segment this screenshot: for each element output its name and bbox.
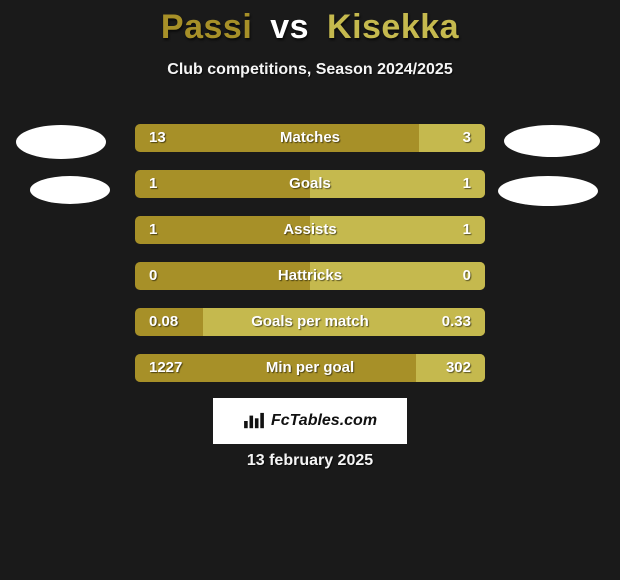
brand-text: FcTables.com (271, 412, 377, 430)
player2-club-placeholder (498, 176, 598, 206)
player1-club-placeholder (30, 176, 110, 204)
player1-avatar-placeholder (16, 125, 106, 159)
player2-name: Kisekka (327, 8, 459, 46)
stat-row: Min per goal1227 302 (135, 354, 485, 382)
stat-value-right: 302 (446, 354, 471, 382)
bar-chart-icon (243, 412, 265, 430)
stat-value-right: 1 (463, 170, 471, 198)
brand-badge: FcTables.com (213, 398, 407, 444)
snapshot-date: 13 february 2025 (0, 452, 620, 470)
stat-value-right: 0.33 (442, 308, 471, 336)
player2-avatar-placeholder (504, 125, 600, 157)
stat-row: Assists1 1 (135, 216, 485, 244)
stat-value-right: 0 (463, 262, 471, 290)
comparison-title: Passi vs Kisekka (0, 0, 620, 47)
stat-row: Hattricks0 0 (135, 262, 485, 290)
stat-value-left: 13 (149, 124, 166, 152)
player1-name: Passi (161, 8, 252, 46)
subtitle: Club competitions, Season 2024/2025 (0, 61, 620, 79)
vs-separator: vs (270, 8, 309, 46)
stat-label: Min per goal (135, 354, 485, 382)
stat-row: Goals per match0.08 0.33 (135, 308, 485, 336)
stat-value-right: 3 (463, 124, 471, 152)
stat-label: Goals (135, 170, 485, 198)
stat-value-left: 1 (149, 170, 157, 198)
stat-row: Goals1 1 (135, 170, 485, 198)
stat-value-left: 1 (149, 216, 157, 244)
stat-value-left: 0 (149, 262, 157, 290)
stat-label: Hattricks (135, 262, 485, 290)
stat-value-left: 1227 (149, 354, 182, 382)
stat-bars: Matches133Goals11Assists11Hattricks00Goa… (135, 124, 485, 400)
stat-label: Assists (135, 216, 485, 244)
stat-row: Matches13 3 (135, 124, 485, 152)
stat-value-left: 0.08 (149, 308, 178, 336)
stat-label: Goals per match (135, 308, 485, 336)
stat-value-right: 1 (463, 216, 471, 244)
stat-label: Matches (135, 124, 485, 152)
